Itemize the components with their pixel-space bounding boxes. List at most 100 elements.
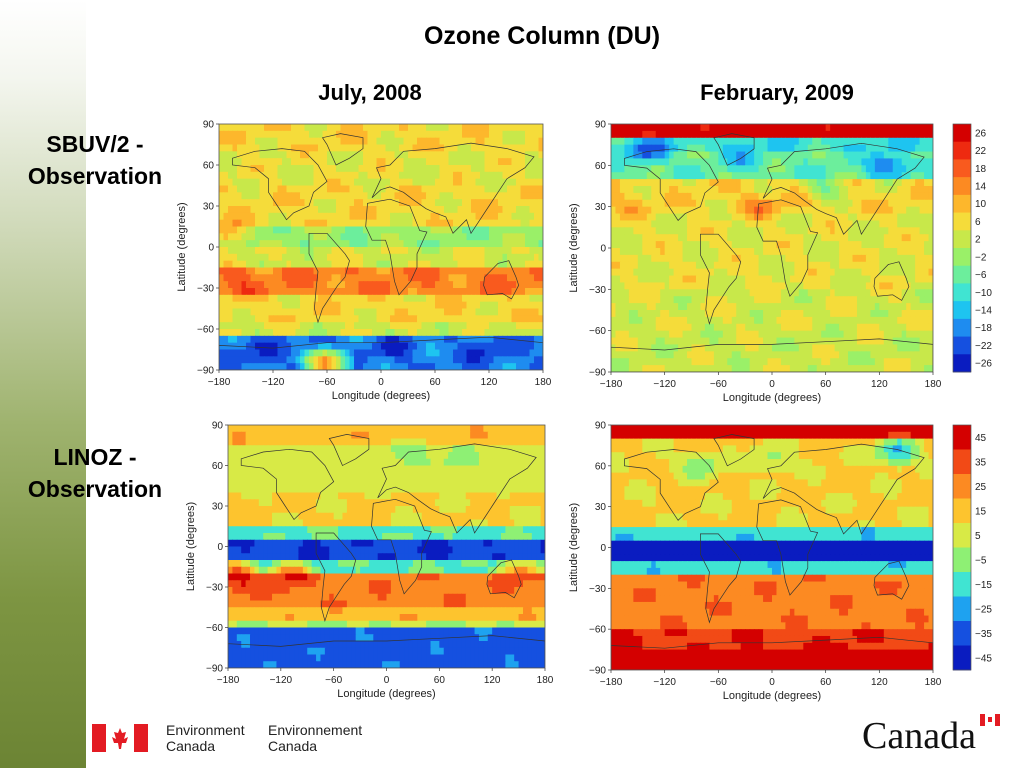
heatmap-cell (888, 192, 894, 201)
heatmap-cell (516, 206, 522, 214)
heatmap-cell (700, 192, 706, 201)
heatmap-cell (879, 124, 885, 132)
column-title-july: July, 2008 (318, 80, 422, 105)
heatmap-cell (727, 296, 733, 304)
heatmap-cell (376, 219, 382, 228)
heatmap-cell (655, 330, 661, 339)
heatmap-cell (642, 337, 648, 346)
heatmap-cell (264, 233, 270, 241)
heatmap-cell (619, 206, 626, 215)
heatmap-cell (250, 206, 256, 214)
heatmap-cell (727, 186, 733, 194)
x-tick-label: −180 (208, 377, 231, 388)
heatmap-cell (700, 179, 706, 187)
heatmap-cell (223, 130, 229, 139)
heatmap-cell (304, 158, 310, 166)
heatmap-cell (498, 342, 504, 351)
heatmap-cell (381, 171, 387, 180)
heatmap-cell (300, 274, 306, 282)
heatmap-cell (807, 179, 813, 187)
heatmap-cell (785, 186, 791, 194)
heatmap-cell (304, 349, 310, 357)
heatmap-cell (807, 261, 813, 270)
heatmap-cell (879, 165, 885, 173)
heatmap-cell (749, 213, 755, 222)
heatmap-cell (749, 268, 755, 277)
heatmap-cell (529, 294, 535, 303)
heatmap-cell (309, 144, 315, 152)
heatmap-cell (669, 227, 675, 235)
heatmap-cell (651, 213, 657, 222)
heatmap-cell (435, 226, 441, 234)
heatmap-cell (709, 337, 715, 346)
heatmap-cell (345, 137, 351, 146)
heatmap-cell (390, 342, 396, 351)
heatmap-cell (421, 329, 427, 337)
heatmap-cell (237, 185, 243, 193)
heatmap-cell (848, 227, 854, 235)
heatmap-cell (763, 165, 769, 173)
heatmap-cell (767, 254, 773, 263)
heatmap-cell (839, 234, 845, 242)
heatmap-cell (340, 294, 346, 303)
heatmap-cell (354, 151, 360, 159)
heatmap-cell (439, 233, 445, 241)
heatmap-cell (417, 178, 423, 187)
heatmap-cell (246, 260, 252, 269)
heatmap-cell (691, 158, 697, 166)
heatmap-cell (906, 124, 912, 132)
heatmap-cell (255, 247, 261, 255)
heatmap-cell (865, 337, 871, 346)
heatmap-cell (673, 310, 679, 318)
heatmap-cell (785, 323, 791, 332)
heatmap-cell (798, 130, 804, 139)
heatmap-cell (498, 124, 504, 132)
heatmap-cell (678, 151, 684, 160)
heatmap-cell (484, 260, 490, 269)
heatmap-cell (633, 303, 639, 311)
heatmap-cell (651, 330, 657, 339)
heatmap-cell (511, 267, 517, 275)
heatmap-cell (444, 349, 450, 357)
heatmap-cell (300, 260, 306, 269)
heatmap-cell (300, 124, 306, 132)
heatmap-cell (349, 185, 355, 193)
heatmap-cell (807, 296, 813, 304)
heatmap-cell (816, 179, 822, 187)
heatmap-cell (722, 316, 728, 325)
heatmap-cell (516, 219, 522, 228)
heatmap-cell (628, 124, 634, 132)
heatmap-cell (633, 206, 639, 215)
heatmap-cell (722, 330, 728, 339)
heatmap-cell (879, 213, 885, 222)
heatmap-cell (358, 288, 364, 296)
heatmap-cell (277, 329, 283, 337)
heatmap-cell (928, 337, 933, 346)
heatmap-cell (834, 165, 840, 173)
heatmap-cell (300, 267, 306, 275)
heatmap-cell (520, 329, 526, 337)
heatmap-cell (798, 254, 804, 263)
heatmap-cell (727, 310, 733, 318)
heatmap-cell (264, 185, 270, 193)
heatmap-cell (745, 241, 751, 249)
heatmap-cell (794, 165, 800, 173)
heatmap-cell (394, 363, 400, 370)
heatmap-cell (642, 254, 648, 263)
heatmap-cell (928, 186, 933, 194)
heatmap-cell (417, 165, 423, 173)
heatmap-cell (250, 247, 256, 255)
heatmap-cell (228, 212, 234, 221)
heatmap-cell (507, 322, 513, 330)
heatmap-cell (511, 288, 517, 296)
heatmap-cell (471, 356, 477, 364)
heatmap-cell (660, 179, 666, 187)
heatmap-cell (673, 151, 679, 160)
heatmap-cell (331, 274, 337, 282)
heatmap-cell (740, 220, 746, 228)
heatmap-cell (304, 178, 310, 187)
heatmap-cell (812, 254, 818, 263)
heatmap-cell (381, 226, 387, 234)
heatmap-cell (691, 172, 697, 180)
heatmap-cell (637, 165, 643, 173)
